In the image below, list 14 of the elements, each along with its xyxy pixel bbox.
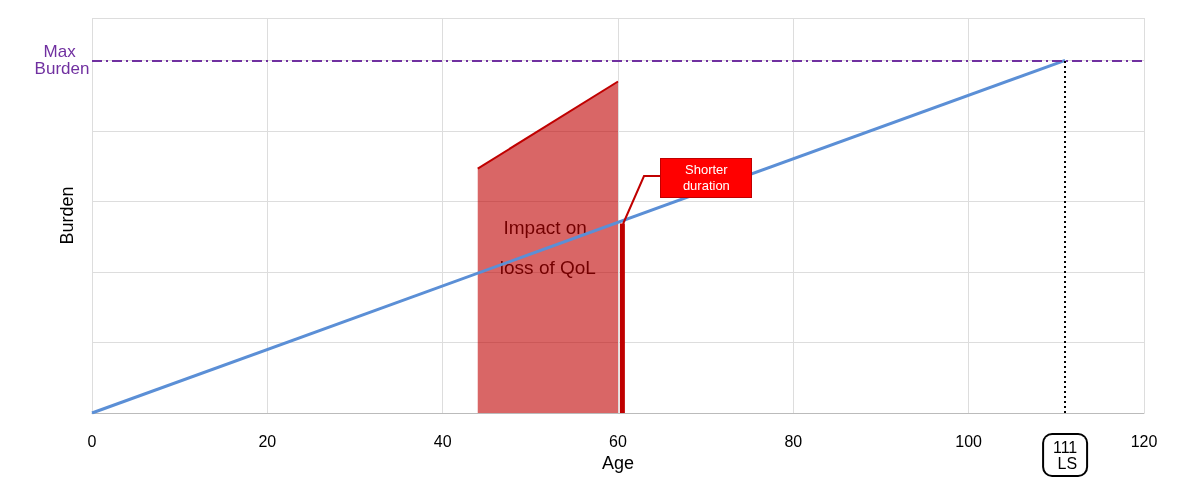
x-tick-label: 20	[258, 432, 277, 450]
x-tick-label: 100	[955, 432, 983, 450]
ref-line-label: Max Burden	[34, 42, 90, 79]
x-axis-title: Age	[601, 452, 635, 473]
annotation: Shorter duration	[660, 157, 753, 198]
x-tick-label: 0	[87, 432, 97, 450]
callout-box: Shorter duration	[622, 157, 753, 226]
x-tick-label: 120	[1130, 432, 1158, 450]
y-axis-title: Burden	[57, 186, 77, 245]
x-tick-label: 80	[784, 432, 803, 450]
x-tick-label: 60	[609, 432, 627, 450]
annotation: Impact on loss of QoL	[499, 217, 596, 279]
x-tick-label: 40	[433, 432, 452, 450]
ref-line-label: 111 LS	[1052, 438, 1078, 472]
